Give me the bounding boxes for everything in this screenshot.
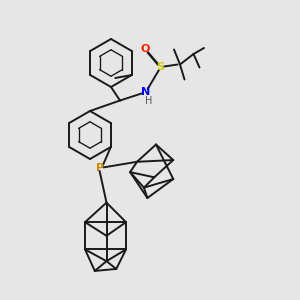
Text: N: N — [141, 86, 150, 97]
Text: O: O — [141, 44, 150, 55]
Text: P: P — [96, 163, 105, 173]
Text: S: S — [157, 62, 164, 73]
Text: H: H — [145, 95, 152, 106]
